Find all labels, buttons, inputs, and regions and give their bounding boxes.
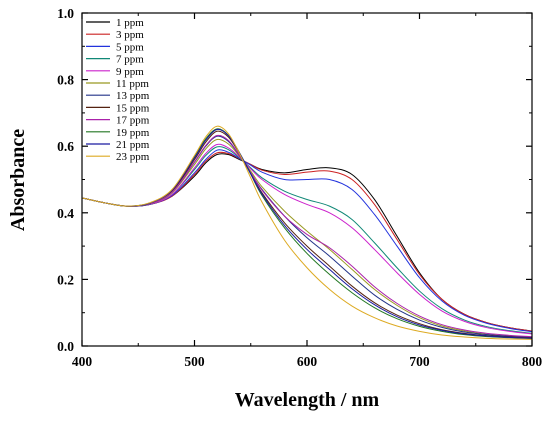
ticks-layer: 400 500 600 700 800 0.0 0.2 0.4 0.6 0.8 1.0 <box>57 6 542 369</box>
legend-label: 13 ppm <box>116 90 150 102</box>
series-layer <box>82 125 532 340</box>
x-tick-label: 600 <box>297 354 318 369</box>
legend-label: 5 ppm <box>116 41 144 53</box>
series-line-1-ppm <box>82 153 532 332</box>
x-tick-label: 800 <box>522 354 543 369</box>
legend-label: 7 ppm <box>116 54 144 66</box>
x-axis-title: Wavelength / nm <box>235 389 380 411</box>
series-line-5-ppm <box>82 149 532 333</box>
x-tick-label: 500 <box>184 354 205 369</box>
legend-label: 3 ppm <box>116 29 144 41</box>
legend-label: 21 ppm <box>116 139 150 151</box>
y-tick-label: 0.6 <box>57 139 74 154</box>
x-tick-label: 400 <box>72 354 93 369</box>
y-axis-title: Absorbance <box>7 129 29 231</box>
y-tick-label: 0.8 <box>57 73 74 88</box>
series-line-23-ppm <box>82 125 532 340</box>
y-tick-label: 0.2 <box>57 272 74 287</box>
legend-label: 23 ppm <box>116 151 150 163</box>
x-tick-label: 700 <box>409 354 430 369</box>
series-line-15-ppm <box>82 130 532 339</box>
series-line-19-ppm <box>82 128 532 340</box>
y-tick-label: 1.0 <box>57 6 74 21</box>
legend-label: 19 ppm <box>116 127 150 139</box>
legend-label: 9 ppm <box>116 66 144 78</box>
series-line-17-ppm <box>82 134 532 338</box>
series-line-3-ppm <box>82 151 532 332</box>
legend-label: 1 ppm <box>116 17 144 29</box>
y-tick-label: 0.4 <box>57 206 74 221</box>
y-tick-label: 0.0 <box>57 339 74 354</box>
legend-label: 17 ppm <box>116 115 150 127</box>
series-line-7-ppm <box>82 146 532 334</box>
legend-label: 11 ppm <box>116 78 149 90</box>
legend-label: 15 ppm <box>116 102 150 114</box>
series-line-9-ppm <box>82 143 532 335</box>
series-line-13-ppm <box>82 135 532 338</box>
